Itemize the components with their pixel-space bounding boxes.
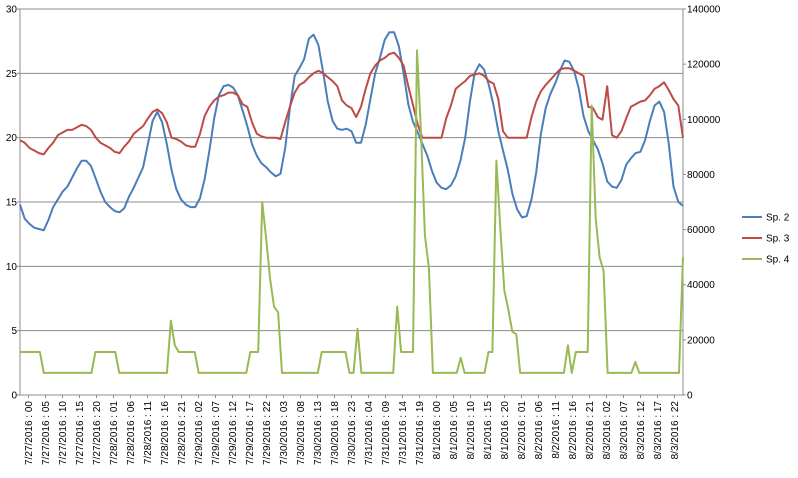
- x-tick-label: 8/3/2016 : 02: [602, 401, 613, 460]
- gridlines: [20, 8, 683, 332]
- x-tick-label: 8/2/2016 : 01: [517, 401, 528, 460]
- left-tick-label: 0: [11, 391, 17, 402]
- right-tick-label: 120000: [687, 60, 721, 71]
- x-tick-label: 7/28/2016 : 11: [143, 401, 154, 465]
- x-tick-label: 7/29/2016 : 07: [211, 401, 222, 465]
- x-tick-label: 7/27/2016 : 00: [24, 401, 35, 465]
- x-tick-label: 8/3/2016 : 22: [670, 401, 681, 460]
- x-tick-label: 7/27/2016 : 10: [58, 401, 69, 465]
- x-tick-label: 7/30/2016 : 03: [279, 401, 290, 465]
- x-tick-label: 7/31/2016 : 04: [364, 401, 375, 465]
- x-tick-label: 7/28/2016 : 01: [109, 401, 120, 465]
- x-tick-label: 8/2/2016 : 16: [568, 401, 579, 460]
- x-tick-label: 7/30/2016 : 13: [313, 401, 324, 465]
- series-line-sp-3: [19, 51, 684, 156]
- x-tick-label: 7/30/2016 : 18: [330, 401, 341, 465]
- right-tick-label: 40000: [687, 280, 715, 291]
- legend-label: Sp. 4: [766, 255, 790, 266]
- right-tick-label: 0: [687, 391, 693, 402]
- x-tick-label: 7/28/2016 : 16: [160, 401, 171, 465]
- legend: Sp. 2 Sp. 3 Sp. 4: [742, 213, 790, 266]
- x-tick-label: 7/28/2016 : 21: [177, 401, 188, 465]
- x-tick-label: 7/27/2016 : 20: [92, 401, 103, 465]
- right-tick-label: 80000: [687, 170, 715, 181]
- series-line-sp-2: [19, 31, 684, 232]
- x-tick-label: 7/29/2016 : 12: [228, 401, 239, 465]
- x-tick-label: 8/3/2016 : 12: [636, 401, 647, 460]
- x-axis-ticks: 7/27/2016 : 00 7/27/2016 : 05 7/27/2016 : …: [24, 395, 681, 465]
- left-tick-label: 30: [6, 5, 18, 16]
- legend-label: Sp. 3: [766, 234, 790, 245]
- left-tick-label: 10: [6, 262, 18, 273]
- left-tick-label: 25: [6, 69, 18, 80]
- right-tick-label: 20000: [687, 335, 715, 346]
- left-tick-label: 15: [6, 198, 18, 209]
- x-tick-label: 8/1/2016 : 20: [500, 401, 511, 460]
- x-tick-label: 8/1/2016 : 15: [483, 401, 494, 460]
- legend-label: Sp. 2: [766, 213, 790, 224]
- x-tick-label: 8/1/2016 : 10: [466, 401, 477, 460]
- x-tick-label: 8/3/2016 : 17: [653, 401, 664, 460]
- x-tick-label: 7/27/2016 : 15: [75, 401, 86, 465]
- series-line-sp-4: [20, 49, 684, 374]
- left-axis-ticks: 0 5 10 15 20 25 30: [6, 5, 20, 402]
- x-tick-label: 7/27/2016 : 05: [41, 401, 52, 465]
- x-tick-label: 8/1/2016 : 00: [432, 401, 443, 460]
- x-tick-label: 7/29/2016 : 22: [262, 401, 273, 465]
- x-tick-label: 7/31/2016 : 09: [381, 401, 392, 465]
- x-tick-label: 7/30/2016 : 08: [296, 401, 307, 465]
- x-tick-label: 8/1/2016 : 05: [449, 401, 460, 460]
- x-tick-label: 8/3/2016 : 07: [619, 401, 630, 460]
- left-tick-label: 5: [11, 326, 17, 337]
- right-tick-label: 140000: [687, 5, 721, 16]
- x-tick-label: 8/2/2016 : 06: [534, 401, 545, 460]
- left-tick-label: 20: [6, 133, 18, 144]
- x-tick-label: 7/31/2016 : 19: [415, 401, 426, 465]
- right-axis-ticks: 0 20000 40000 60000 80000 100000 120000 140000: [683, 5, 721, 402]
- series-lines: [19, 31, 684, 374]
- right-tick-label: 60000: [687, 225, 715, 236]
- x-tick-label: 7/30/2016 : 23: [347, 401, 358, 465]
- right-tick-label: 100000: [687, 115, 721, 126]
- x-tick-label: 7/29/2016 : 17: [245, 401, 256, 465]
- x-tick-label: 8/2/2016 : 21: [585, 401, 596, 460]
- x-tick-label: 7/28/2016 : 06: [126, 401, 137, 465]
- x-tick-label: 7/31/2016 : 14: [398, 401, 409, 465]
- x-tick-label: 8/2/2016 : 11: [551, 401, 562, 459]
- x-tick-label: 7/29/2016 : 02: [194, 401, 205, 465]
